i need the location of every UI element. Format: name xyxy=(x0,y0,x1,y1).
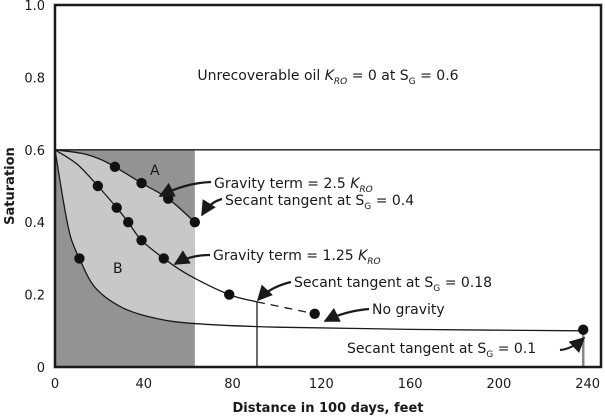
y-tick-label: 0.6 xyxy=(24,144,45,159)
annotation-secant-0-4: Secant tangent at SG = 0.4 xyxy=(225,193,414,212)
data-point xyxy=(162,193,174,204)
data-point xyxy=(224,289,235,300)
arrow-secant-0-1 xyxy=(559,336,586,354)
data-point xyxy=(109,161,121,173)
y-tick-label: 1.0 xyxy=(24,0,45,14)
region-b-label: B xyxy=(113,261,123,277)
y-tick-label: 0.2 xyxy=(24,289,45,304)
annotation-secant-0-18: Secant tangent at SG = 0.18 xyxy=(294,275,492,294)
x-tick-label: 120 xyxy=(309,377,334,392)
x-axis-label: Distance in 100 days, feet xyxy=(232,401,423,416)
x-tick-label: 40 xyxy=(136,377,153,392)
data-point xyxy=(136,177,147,189)
y-axis-label: Saturation xyxy=(3,147,18,225)
annotation-arrows xyxy=(158,180,586,354)
arrow-gravity-1-25 xyxy=(173,250,211,265)
x-tick-label: 160 xyxy=(398,377,423,392)
x-tick-label: 240 xyxy=(575,377,600,392)
plot-frame xyxy=(53,3,603,369)
x-tick-label: 200 xyxy=(486,377,511,392)
data-point xyxy=(578,324,589,335)
y-tick-label: 0.4 xyxy=(24,216,45,231)
data-point xyxy=(111,202,122,213)
region-a-label: A xyxy=(150,163,160,179)
annotation-secant-0-1: Secant tangent at SG = 0.1 xyxy=(347,341,536,360)
y-tick-label: 0.8 xyxy=(24,71,45,86)
x-tick-label: 0 xyxy=(51,377,59,392)
curves xyxy=(54,149,601,367)
data-point xyxy=(158,253,169,264)
data-markers xyxy=(74,161,589,335)
annotation-gravity-2-5: Gravity term = 2.5 KRO xyxy=(214,176,373,195)
arrow-gravity-2-5 xyxy=(158,180,212,197)
data-point xyxy=(136,235,147,246)
data-point xyxy=(74,253,85,264)
arrow-secant-0-18 xyxy=(256,280,292,302)
annotation-unrecoverable-oil: Unrecoverable oil KRO = 0 at SG = 0.6 xyxy=(197,68,458,87)
data-point xyxy=(309,308,320,319)
arrow-secant-0-4 xyxy=(201,197,223,217)
data-point xyxy=(92,180,104,192)
curve-gravity-1-25 xyxy=(54,149,258,303)
data-point xyxy=(123,217,134,228)
annotation-no-gravity: No gravity xyxy=(372,302,445,318)
y-tick-label: 0 xyxy=(37,361,45,376)
curve-no-gravity xyxy=(54,149,584,332)
tick-labels: 0 40 80 120 160 200 240 0 0.2 0.4 0.6 0.8 1.0 xyxy=(24,0,600,392)
annotation-gravity-1-25: Gravity term = 1.25 KRO xyxy=(213,248,381,267)
dashed-curve-gravity-1-25 xyxy=(256,301,315,315)
arrow-no-gravity xyxy=(323,307,370,322)
x-tick-label: 80 xyxy=(224,377,241,392)
data-point xyxy=(189,217,201,228)
